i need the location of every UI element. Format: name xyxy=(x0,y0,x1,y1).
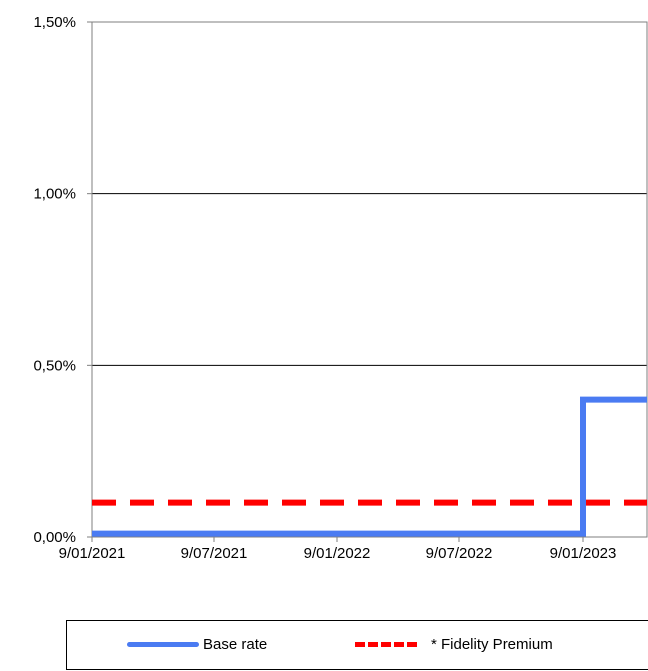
x-tick-label: 9/07/2021 xyxy=(181,545,248,562)
legend-label-base-rate: Base rate xyxy=(203,635,268,653)
series-layer xyxy=(92,396,647,537)
y-tick-label: 1,00% xyxy=(33,186,76,203)
x-tick-label: 9/01/2023 xyxy=(550,545,617,562)
y-axis: 0,00% 0,50% 1,00% 1,50% xyxy=(33,14,92,546)
x-tick-label: 9/01/2022 xyxy=(304,545,371,562)
series-line-base-rate xyxy=(92,396,647,537)
y-tick-label: 1,50% xyxy=(33,14,76,31)
legend-entry-fidelity-premium: * Fidelity Premium xyxy=(355,634,553,654)
legend-label-fidelity-premium: * Fidelity Premium xyxy=(431,635,553,653)
x-axis: 9/01/2021 9/07/2021 9/01/2022 9/07/2022 9/01… xyxy=(59,537,617,562)
plot-area xyxy=(91,21,648,538)
gridlines xyxy=(92,193,647,366)
legend: Base rate * Fidelity Premium xyxy=(66,620,648,670)
y-tick-label: 0,50% xyxy=(33,357,76,374)
legend-entry-base-rate: Base rate xyxy=(127,634,267,654)
chart: 0,00%0,50%1,00%1,50% 9/01/2021 9/07/2021 9… xyxy=(33,14,648,562)
legend-swatch-fidelity-premium xyxy=(355,641,417,647)
x-tick-label: 9/01/2021 xyxy=(59,545,126,562)
legend-swatch-base-rate xyxy=(127,641,199,647)
y-tick-label: 0,00% xyxy=(33,529,76,546)
x-tick-label: 9/07/2022 xyxy=(426,545,493,562)
